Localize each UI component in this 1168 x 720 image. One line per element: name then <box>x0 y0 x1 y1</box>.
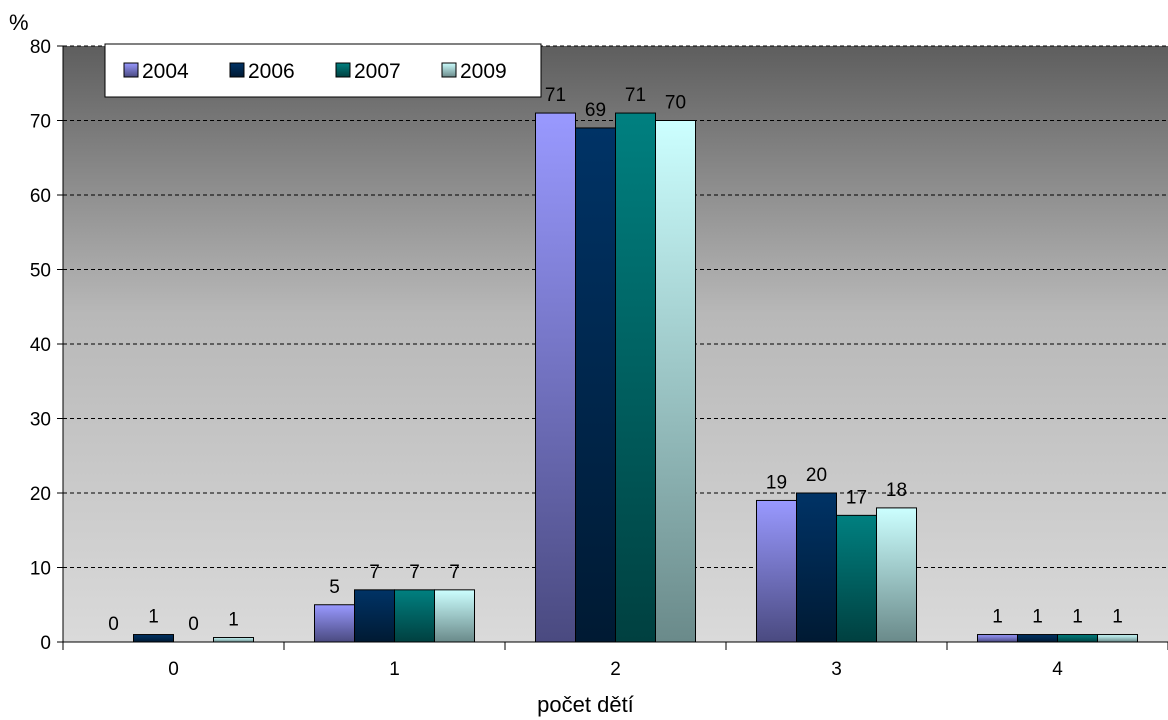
legend-label: 2006 <box>248 60 295 83</box>
y-tick-label: 20 <box>30 484 51 505</box>
x-tick-label: 3 <box>831 659 842 680</box>
data-label: 7 <box>369 562 380 583</box>
bar-2006-0 <box>133 634 174 643</box>
legend-label: 2009 <box>460 60 507 83</box>
data-label: 0 <box>188 614 199 635</box>
bar-2007-1 <box>394 589 435 643</box>
legend-swatch-2009 <box>441 62 457 78</box>
data-labels: 0 1 0 1 5 7 7 7 71 69 71 70 19 20 17 18 1 1 1 1 <box>108 85 1123 635</box>
y-tick-label: 80 <box>30 37 51 58</box>
data-label: 1 <box>228 610 239 631</box>
x-tick-label: 2 <box>610 659 621 680</box>
data-label: 7 <box>409 562 420 583</box>
y-tick-label: 50 <box>30 261 51 282</box>
legend: 2004 2006 2007 2009 <box>104 43 542 98</box>
bar-2006-2 <box>575 127 616 643</box>
data-label: 1 <box>992 607 1003 628</box>
axes <box>57 45 1168 650</box>
x-tick-label: 1 <box>389 659 400 680</box>
bar-2004-1 <box>314 604 355 643</box>
data-label: 1 <box>1112 607 1123 628</box>
data-label: 5 <box>329 577 340 598</box>
y-tick-label: 40 <box>30 335 51 356</box>
bar-2009-0 <box>213 637 254 643</box>
x-tick-label: 0 <box>168 659 179 680</box>
data-label: 1 <box>1072 607 1083 628</box>
y-axis-title: % <box>9 10 29 35</box>
data-label: 69 <box>585 100 606 121</box>
bar-2007-2 <box>615 112 656 643</box>
y-tick-label: 10 <box>30 559 51 580</box>
bar-2004-2 <box>535 112 576 643</box>
gridlines <box>63 45 1168 568</box>
data-label: 0 <box>108 614 119 635</box>
data-label: 1 <box>148 607 159 628</box>
y-tick-label: 70 <box>30 112 51 133</box>
legend-swatch-2006 <box>229 62 245 78</box>
bar-2007-4 <box>1057 634 1098 643</box>
y-tick-label: 60 <box>30 186 51 207</box>
bar-2006-4 <box>1017 634 1058 643</box>
data-label: 1 <box>1032 607 1043 628</box>
x-axis-title: počet dětí <box>537 692 634 717</box>
data-label: 19 <box>766 472 787 493</box>
legend-box <box>104 43 542 98</box>
data-label: 70 <box>665 93 686 114</box>
data-label: 18 <box>886 480 907 501</box>
x-tick-label: 4 <box>1052 659 1063 680</box>
bar-2009-2 <box>655 120 696 643</box>
y-tick-label: 0 <box>40 633 51 654</box>
bar-2009-1 <box>434 589 475 643</box>
bar-2006-3 <box>796 492 837 643</box>
bars <box>133 112 1138 643</box>
data-label: 71 <box>625 85 646 106</box>
legend-swatch-2007 <box>335 62 351 78</box>
bar-2009-3 <box>876 507 917 643</box>
legend-label: 2007 <box>354 60 401 83</box>
bar-2009-4 <box>1097 634 1138 643</box>
data-label: 17 <box>846 487 867 508</box>
legend-label: 2004 <box>142 60 189 83</box>
bar-2007-3 <box>836 514 877 643</box>
y-tick-label: 30 <box>30 410 51 431</box>
legend-swatch-2004 <box>123 62 139 78</box>
data-label: 71 <box>545 85 566 106</box>
bar-2004-3 <box>756 499 797 643</box>
data-label: 20 <box>806 465 827 486</box>
bar-2004-4 <box>977 634 1018 643</box>
bar-2006-1 <box>354 589 395 643</box>
data-label: 7 <box>449 562 460 583</box>
